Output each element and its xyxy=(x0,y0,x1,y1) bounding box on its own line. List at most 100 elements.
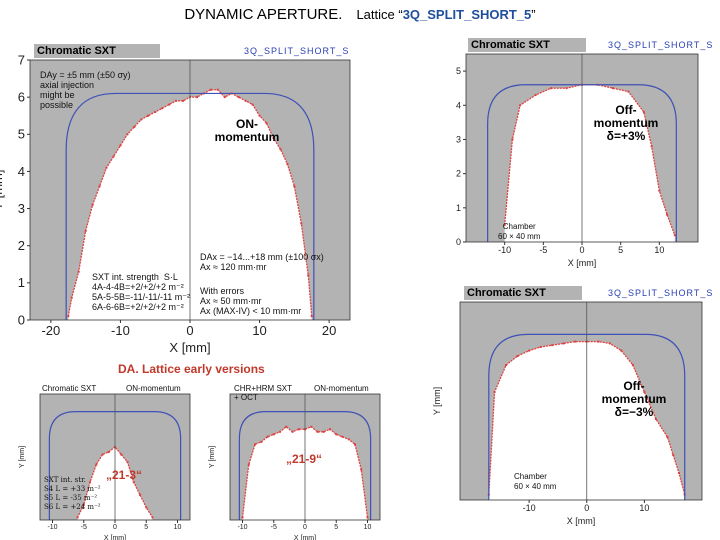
data-point xyxy=(354,443,356,446)
y-tick-label: 5 xyxy=(456,66,461,76)
data-point xyxy=(562,342,565,345)
sxt-line: SXT int. strength S·L xyxy=(92,272,178,282)
data-point xyxy=(620,349,623,352)
data-point xyxy=(98,185,101,188)
chamber-line: Chamber xyxy=(502,222,536,231)
aperture-boundary xyxy=(488,340,686,495)
title-text: DYNAMIC APERTURE. xyxy=(184,6,343,23)
state-line: Off- xyxy=(615,103,637,117)
data-point xyxy=(126,461,129,464)
data-point xyxy=(251,103,254,106)
x-axis-label: X [mm] xyxy=(169,340,210,355)
panel-label: CHR+HRM SXT + OCT xyxy=(234,384,292,402)
data-point xyxy=(366,516,369,519)
data-point xyxy=(140,118,143,121)
data-point xyxy=(654,418,657,420)
x-tick-label: -10 xyxy=(498,245,511,255)
data-point xyxy=(168,103,171,106)
aperture-boundary xyxy=(241,425,369,518)
data-point xyxy=(666,213,669,216)
data-point xyxy=(126,133,129,136)
data-point xyxy=(642,111,645,114)
panel-label: Chromatic SXT xyxy=(34,44,160,58)
data-point xyxy=(105,166,108,169)
x-tick-label: -5 xyxy=(81,524,87,531)
x-tick-label: 0 xyxy=(579,245,584,255)
injection-line: might be xyxy=(40,90,75,100)
y-tick-label: 2 xyxy=(456,169,461,179)
lattice-label: 3Q_SPLIT_SHORT_S xyxy=(608,40,714,50)
data-point xyxy=(539,346,542,348)
chart-21-3-svg: -10 -5 0 5 10 X [mm] Y [mm] xyxy=(19,393,191,540)
lattice-name: 3Q_SPLIT_SHORT_5 xyxy=(402,7,532,22)
x-tick-label: 10 xyxy=(252,323,266,338)
x-tick-label: -10 xyxy=(47,524,57,531)
data-point xyxy=(285,425,288,428)
data-point xyxy=(574,340,577,343)
x-tick-label: 5 xyxy=(144,524,148,531)
data-point xyxy=(95,463,98,466)
data-point xyxy=(347,438,350,441)
data-point xyxy=(133,125,136,128)
chamber-line: 60 × 40 mm xyxy=(498,232,541,241)
x-tick-label: -10 xyxy=(523,503,536,513)
data-point xyxy=(565,87,568,90)
y-tick-label: 0 xyxy=(456,237,461,247)
data-point xyxy=(119,144,122,147)
x-tick-label: 10 xyxy=(364,524,372,531)
data-point xyxy=(112,155,115,158)
panel-sublabel: + OCT xyxy=(234,393,258,402)
data-point xyxy=(360,468,363,471)
dax-note: DAx = −14...+18 mm (±100 σx) Ax ≈ 120 mm·… xyxy=(200,252,324,272)
sxt-line: 6A-6-6B=+2/+2/+2 m⁻² xyxy=(92,302,184,312)
section-title: DA. Lattice early versions xyxy=(118,362,265,376)
version-label: „21-3“ xyxy=(106,468,143,482)
x-tick-label: 0 xyxy=(186,323,193,338)
data-point xyxy=(132,481,135,484)
chart-main-on-momentum: -20 -10 0 10 20 0 1 2 3 4 5 6 7 X [mm] Y [mm] Chromati… xyxy=(0,40,370,360)
data-point xyxy=(307,274,310,277)
lattice-prefix: Lattice “ xyxy=(356,7,403,22)
data-point xyxy=(272,433,275,436)
y-tick-label: 6 xyxy=(18,89,25,104)
y-tick-label: 1 xyxy=(456,203,461,213)
panel-label: Chromatic SXT xyxy=(464,286,582,300)
state-line: momentum xyxy=(593,116,659,130)
data-point xyxy=(611,87,614,90)
data-point xyxy=(195,96,198,99)
state-line: momentum xyxy=(601,392,667,406)
data-point xyxy=(310,315,313,318)
x-tick-label: 5 xyxy=(618,245,623,255)
data-point xyxy=(147,114,150,117)
data-point xyxy=(650,145,653,148)
data-point xyxy=(161,107,164,110)
state-label: ON-momentum xyxy=(314,384,369,393)
y-tick-label: 0 xyxy=(18,312,25,327)
sxt-strength-note: SXT int. str. S4 L = +33 m⁻² S5 L = -35 m⁻… xyxy=(44,476,101,512)
chart-early-21-3: -10 -5 0 5 10 X [mm] Y [mm] Chromatic SXT ON-m… xyxy=(19,380,200,540)
data-point xyxy=(341,435,344,438)
x-axis-label: X [mm] xyxy=(294,535,316,540)
errors-line: Ax ≈ 50 mm·mr xyxy=(200,296,262,306)
data-point xyxy=(293,185,296,188)
chamber-note: Chamber 60 × 40 mm xyxy=(498,222,540,242)
data-point xyxy=(89,481,91,484)
state-line: δ=+3% xyxy=(606,129,646,143)
data-point xyxy=(82,503,85,506)
data-point xyxy=(91,203,94,206)
state-line: momentum xyxy=(214,130,280,144)
data-point xyxy=(291,430,294,433)
data-point xyxy=(329,428,331,431)
data-point xyxy=(672,454,675,456)
data-point xyxy=(286,163,289,165)
data-point xyxy=(279,148,282,151)
data-point xyxy=(516,355,519,357)
panel-label: Chromatic SXT xyxy=(468,38,586,52)
data-point xyxy=(67,315,70,318)
data-point xyxy=(76,516,79,519)
x-tick-label: 10 xyxy=(639,503,649,513)
page-title: DYNAMIC APERTURE. Lattice “3Q_SPLIT_SHORT… xyxy=(0,6,720,23)
data-point xyxy=(260,440,263,443)
data-point xyxy=(258,114,261,117)
data-point xyxy=(505,364,508,366)
